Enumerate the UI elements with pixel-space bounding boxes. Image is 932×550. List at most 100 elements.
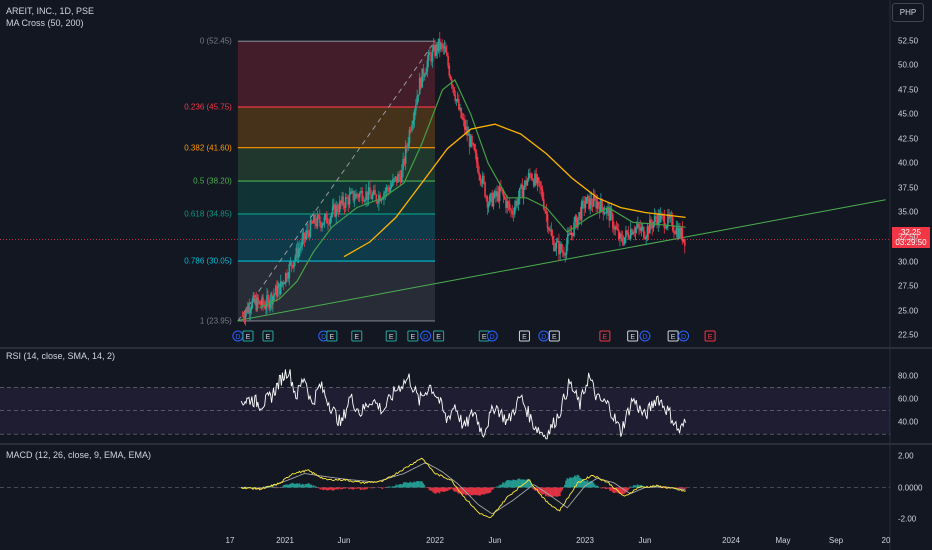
dividend-marker[interactable]: D	[318, 330, 330, 342]
candle-body	[337, 211, 340, 212]
earnings-marker[interactable]: E	[262, 330, 274, 342]
candle-body	[351, 190, 353, 192]
candle-body	[619, 233, 621, 240]
candle-body	[475, 153, 478, 163]
macd-legend[interactable]: MACD (12, 26, close, 9, EMA, EMA)	[6, 450, 152, 460]
rsi-legend[interactable]: RSI (14, close, SMA, 14, 2)	[6, 351, 116, 361]
candle-body	[261, 297, 263, 306]
svg-text:E: E	[330, 334, 335, 341]
candle-body	[583, 200, 585, 209]
candle-body	[317, 215, 320, 217]
earnings-marker[interactable]: E	[407, 330, 419, 342]
svg-text:D: D	[321, 334, 326, 341]
candle-body	[665, 225, 668, 229]
candle-body	[248, 306, 251, 313]
earnings-marker[interactable]: E	[478, 330, 490, 342]
candle-body	[246, 307, 249, 313]
ma-fast-line[interactable]	[259, 79, 686, 309]
candle-body	[674, 232, 676, 235]
dividend-marker[interactable]: D	[232, 330, 244, 342]
candle-body	[370, 194, 373, 200]
candle-body	[367, 187, 370, 200]
candle-body	[262, 297, 264, 305]
candle-body	[293, 261, 295, 268]
time-axis-tick: 2022	[426, 536, 444, 545]
candle-body	[517, 197, 520, 206]
candle-body	[516, 200, 519, 206]
earnings-marker[interactable]: E	[704, 330, 716, 342]
candle-body	[341, 196, 343, 204]
rsi-line[interactable]	[240, 369, 687, 440]
candle-body	[322, 223, 325, 225]
candle-body	[563, 252, 565, 256]
earnings-marker[interactable]: E	[667, 330, 679, 342]
macd-line[interactable]	[240, 457, 686, 519]
candle-body	[404, 145, 407, 164]
candle-body	[444, 46, 447, 53]
candle-body	[659, 214, 662, 223]
ma-slow-line[interactable]	[343, 123, 686, 258]
candle-body	[266, 295, 268, 308]
earnings-marker[interactable]: E	[351, 330, 363, 342]
candle-body	[657, 213, 660, 226]
earnings-marker[interactable]: E	[627, 330, 639, 342]
candle-body	[344, 197, 347, 208]
dividend-marker[interactable]: D	[486, 330, 498, 342]
dividend-marker[interactable]: D	[538, 330, 550, 342]
candle-body	[366, 191, 369, 200]
candle-body	[539, 181, 541, 188]
candle-body	[477, 162, 479, 173]
earnings-marker[interactable]: E	[242, 330, 254, 342]
candle-body	[551, 235, 554, 241]
candle-body	[385, 187, 388, 192]
candle-body	[486, 196, 489, 208]
candle-body	[629, 229, 632, 239]
candle-body	[512, 213, 515, 215]
earnings-marker[interactable]: E	[385, 330, 397, 342]
candle-body	[609, 209, 612, 221]
candle-body	[247, 306, 250, 313]
candle-body	[413, 110, 416, 121]
candle-body	[532, 180, 535, 186]
earnings-marker[interactable]: E	[599, 330, 611, 342]
earnings-marker[interactable]: E	[433, 330, 445, 342]
candle-body	[438, 38, 441, 50]
ma-cross-legend[interactable]: MA Cross (50, 200)	[6, 18, 84, 28]
time-axis-tick: 17	[225, 536, 235, 545]
candle-body	[655, 216, 657, 220]
dividend-marker[interactable]: D	[420, 330, 432, 342]
price-axis-tick: 52.50	[898, 36, 919, 46]
price-axis-tick: 32.50	[898, 232, 919, 242]
candle-body	[304, 235, 307, 240]
symbol-title: AREIT, INC., 1D, PSE	[6, 6, 95, 16]
candle-body	[338, 201, 341, 212]
candle-body	[241, 315, 244, 317]
dividend-marker[interactable]: D	[678, 330, 690, 342]
candle-body	[541, 189, 544, 200]
currency-button[interactable]: PHP	[892, 3, 924, 22]
candle-body	[257, 297, 259, 303]
candle-body	[267, 295, 269, 298]
candle-body	[388, 189, 390, 192]
candle-body	[412, 120, 415, 125]
candle-body	[418, 77, 421, 95]
candle-body	[288, 264, 291, 278]
candle-body	[569, 233, 572, 235]
macd-signal-line[interactable]	[241, 462, 686, 515]
dividend-marker[interactable]: D	[639, 330, 651, 342]
candle-body	[411, 124, 413, 131]
earnings-marker[interactable]: E	[548, 330, 560, 342]
fib-trend-line[interactable]	[237, 40, 436, 322]
candle-body	[634, 228, 637, 233]
earnings-marker[interactable]: E	[326, 330, 338, 342]
current-price-tag: 32.25	[892, 227, 930, 238]
candle-body	[268, 297, 270, 308]
candle-body	[553, 240, 555, 251]
svg-text:E: E	[266, 334, 271, 341]
support-trendline[interactable]	[237, 199, 886, 321]
earnings-marker[interactable]: E	[518, 330, 530, 342]
candle-body	[606, 208, 608, 214]
candle-body	[429, 52, 431, 55]
candle-body	[442, 45, 445, 49]
